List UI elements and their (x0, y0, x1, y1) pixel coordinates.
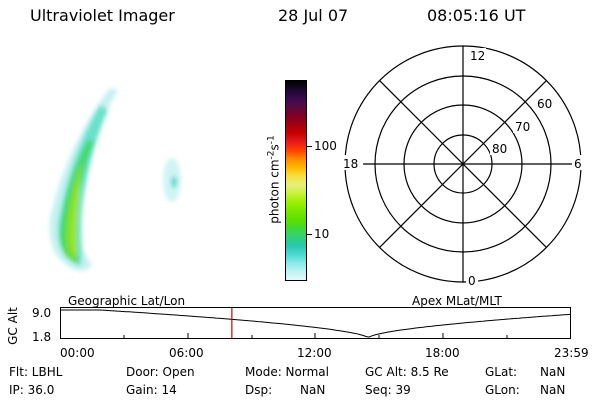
geographic-title: Geographic Lat/Lon (68, 294, 186, 308)
info-glon-value: NaN (540, 383, 566, 397)
colorbar-tick (307, 234, 312, 235)
colorbar-tick (307, 146, 312, 147)
instrument-title: Ultraviolet Imager (30, 6, 175, 25)
aurora-image (49, 88, 181, 271)
altitude-plot-frame (60, 307, 571, 339)
x-tick-0600: 06:00 (169, 346, 204, 360)
info-glat-value: NaN (540, 365, 566, 379)
lat-label-70: 70 (515, 120, 530, 134)
info-gain: Gain: 14 (126, 383, 177, 397)
colorbar-tick-10: 10 (314, 227, 330, 241)
info-dsp-value: NaN (300, 383, 326, 397)
altitude-curve (60, 309, 571, 338)
colorbar (285, 80, 307, 281)
info-gcalt: GC Alt: 8.5 Re (365, 365, 449, 379)
time-label: 08:05:16 UT (427, 6, 526, 25)
info-dsp-label: Dsp: (245, 383, 273, 397)
apex-title: Apex MLat/MLT (412, 294, 502, 308)
mlt-label-6: 6 (574, 157, 582, 171)
info-mode: Mode: Normal (245, 365, 329, 379)
x-tick-1200: 12:00 (297, 346, 332, 360)
y-tick-top: 9.0 (32, 306, 52, 320)
lat-label-60: 60 (537, 97, 552, 111)
info-glon-label: GLon: (485, 383, 520, 397)
x-tick-1800: 18:00 (425, 346, 460, 360)
mlt-label-12: 12 (470, 49, 485, 63)
mlt-label-18: 18 (343, 157, 358, 171)
lat-label-80: 80 (492, 142, 507, 156)
polar-plot: 12 18 6 0 60 70 80 (341, 45, 586, 288)
colorbar-label: photon cm-2s-1 (266, 135, 282, 224)
polar-diagonal (379, 80, 547, 248)
info-ip: IP: 36.0 (9, 383, 55, 397)
mlt-label-0: 0 (468, 274, 476, 288)
x-tick-2359: 23:59 (554, 346, 589, 360)
altitude-plot (60, 307, 571, 339)
y-tick-bottom: 1.8 (32, 330, 52, 344)
info-glat-label: GLat: (485, 365, 518, 379)
info-flt: Flt: LBHL (9, 365, 63, 379)
info-door: Door: Open (126, 365, 195, 379)
date-label: 28 Jul 07 (278, 6, 349, 25)
x-tick-0000: 00:00 (60, 346, 95, 360)
gc-alt-ylabel: GC Alt (6, 307, 20, 345)
info-seq: Seq: 39 (365, 383, 411, 397)
colorbar-tick-100: 100 (314, 139, 337, 153)
